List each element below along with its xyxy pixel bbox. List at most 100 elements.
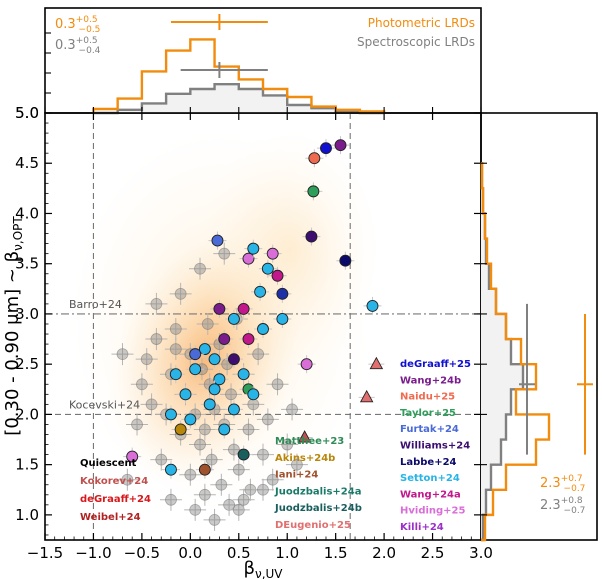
photometric-point <box>169 343 182 356</box>
legend-entry: Labbe+24 <box>400 457 457 468</box>
x-tick-label: 0.5 <box>227 544 251 562</box>
legend-photometric-lrds: Photometric LRDs <box>368 16 475 30</box>
photometric-point <box>165 493 177 506</box>
spectroscopic-point <box>237 448 250 461</box>
x-tick-label: −1.5 <box>27 544 63 562</box>
photometric-point <box>174 287 187 300</box>
triangle-point <box>297 430 312 443</box>
legend-entry: Weibel+24 <box>80 512 141 523</box>
legend-entry: Quiescent <box>80 458 137 469</box>
spectroscopic-point <box>165 463 177 476</box>
legend-entry: Setton+24 <box>400 473 460 484</box>
spectroscopic-point <box>208 383 221 396</box>
top-histogram-panel: 5.0 Photometric LRDs Spectroscopic LRDs … <box>15 7 482 122</box>
kde-density <box>70 130 380 510</box>
spectroscopic-point <box>179 388 192 401</box>
photometric-point <box>150 333 163 345</box>
photometric-point <box>140 353 153 366</box>
photometric-point <box>225 388 237 401</box>
right-histogram-panel: 2.3+0.7 −0.72.3+0.8 −0.7 <box>480 112 598 542</box>
spectroscopic-point <box>198 343 211 356</box>
x-tick-label: 3.0 <box>469 544 493 562</box>
x-tick-label: 2.5 <box>421 544 445 562</box>
y-tick-label: 1.5 <box>15 456 39 474</box>
photometric-point <box>131 418 143 431</box>
photometric-point <box>257 483 269 496</box>
spectroscopic-point <box>305 230 318 243</box>
photometric-point <box>116 348 129 361</box>
x-tick-label: −0.5 <box>124 544 160 562</box>
photometric-point <box>135 378 148 391</box>
spectroscopic-point <box>218 423 231 436</box>
spectroscopic-point <box>218 333 231 346</box>
spectroscopic-point <box>300 358 313 371</box>
legend-entry: Naidu+25 <box>400 392 455 403</box>
photometric-point <box>252 348 265 361</box>
right-histogram-fill <box>481 163 523 540</box>
spectroscopic-points <box>123 136 385 479</box>
x-tick-label: −1.0 <box>75 544 111 562</box>
triangle-point <box>359 389 374 403</box>
legend-entry: Furtak+24 <box>400 424 459 435</box>
legend-entry: Kokorev+24 <box>80 476 148 487</box>
spectroscopic-point <box>227 353 240 366</box>
photometric-point <box>208 514 221 526</box>
y-tick-label: 4.5 <box>15 154 39 172</box>
main-scatter-panel: Barro+24 Kocevski+24 Quiescent Kokorev+24 d… <box>2 104 493 579</box>
x-tick-label: 0.0 <box>178 544 202 562</box>
spectroscopic-point <box>165 408 177 421</box>
legend-entry: Wang+24b <box>400 375 461 386</box>
top-histogram-ticks: 5.0 <box>15 32 482 122</box>
photometric-point <box>201 318 214 330</box>
spectroscopic-point <box>242 333 255 346</box>
spectroscopic-point <box>213 302 226 315</box>
right-histogram-bars <box>480 112 593 542</box>
spectroscopic-point <box>237 302 250 315</box>
legend-entry: Hviding+25 <box>400 506 466 517</box>
photometric-point <box>261 413 274 426</box>
spectroscopic-point <box>247 242 260 255</box>
legend-entry: Juodzbalis+24a <box>274 486 361 497</box>
spectroscopic-point <box>189 348 202 361</box>
photometric-point <box>121 473 134 486</box>
photometric-point <box>184 468 197 481</box>
photometric-point <box>232 463 245 476</box>
y-tick-label: 3.5 <box>15 255 39 273</box>
spectroscopic-point <box>169 368 182 381</box>
x-tick-label: 2.0 <box>372 544 396 562</box>
top-y-tick-label: 5.0 <box>15 104 39 122</box>
legend-entry: Matthee+23 <box>275 436 344 447</box>
spectroscopic-point <box>237 368 250 381</box>
spectroscopic-point <box>247 388 260 401</box>
spectroscopic-point <box>271 269 284 282</box>
photometric-point <box>266 473 279 486</box>
y-tick-label: 3.0 <box>15 305 39 323</box>
y-tick-label: 4.0 <box>15 204 39 222</box>
main-axis-ticks: −1.5 −1.0 −0.5 0.0 0.5 1.0 1.5 2.0 2.5 3.0 1.0 1.5 2… <box>15 104 493 562</box>
legend-entry: Iani+24 <box>275 470 318 481</box>
reference-lines: Barro+24 Kocevski+24 <box>45 113 481 540</box>
legend-entry: Taylor+25 <box>400 408 456 419</box>
photometric-point <box>150 297 163 310</box>
photometric-point <box>228 443 240 456</box>
legend-entry: Williams+24 <box>400 441 470 452</box>
top-histogram-bars <box>92 14 386 115</box>
y-axis-label: [0.30 - 0.90 μm] ~ βν,OPT <box>2 216 25 436</box>
photometric-point <box>155 453 168 466</box>
spectroscopic-point <box>308 152 321 165</box>
photometric-point <box>169 323 182 335</box>
spectroscopic-point <box>366 299 379 312</box>
photometric-point <box>286 403 298 416</box>
reference-line-label: Kocevski+24 <box>69 398 140 411</box>
spectroscopic-point <box>227 403 240 416</box>
photometric-point <box>237 493 250 506</box>
spectroscopic-point <box>261 262 274 275</box>
photometric-point <box>242 423 255 436</box>
spectroscopic-point <box>203 398 216 411</box>
x-axis-label: βν,UV <box>243 558 283 579</box>
spectroscopic-point <box>334 139 347 152</box>
spectroscopic-point <box>126 450 139 463</box>
legend-entry: Juodzbalis+24b <box>274 503 362 514</box>
spectroscopic-point <box>208 353 221 366</box>
spectroscopic-point <box>339 254 352 267</box>
